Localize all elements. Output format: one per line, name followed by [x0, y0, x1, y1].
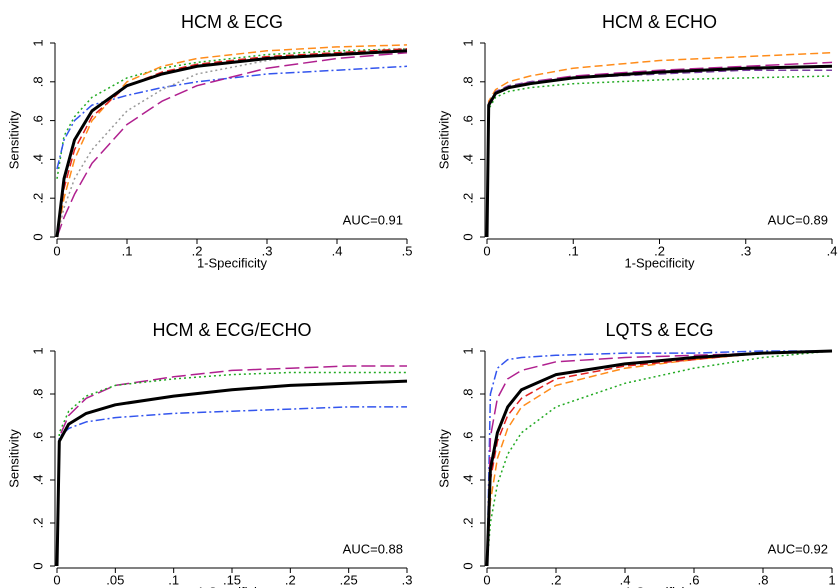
roc-curve: [56, 371, 407, 567]
y-tick-label: 0: [30, 233, 45, 240]
y-tick-label: .2: [460, 193, 475, 204]
roc-curve: [56, 65, 408, 170]
y-tick-label: .4: [460, 475, 475, 486]
y-tick-label: .2: [460, 518, 475, 529]
x-tick-label: .5: [402, 243, 413, 258]
chart-title: HCM & ECG/ECHO: [152, 320, 311, 340]
x-axis-label: 1-Specificity: [624, 584, 695, 588]
y-tick-label: .6: [30, 115, 45, 126]
roc-curve: [485, 64, 833, 238]
roc-curve: [56, 44, 408, 238]
y-tick-label: .8: [460, 389, 475, 400]
annotation: AUC=0.88: [343, 541, 403, 556]
y-tick-label: .8: [30, 389, 45, 400]
chart-title: LQTS & ECG: [605, 320, 713, 340]
x-tick-label: .25: [340, 572, 358, 587]
y-axis-label: Sensitivity: [6, 110, 21, 169]
chart-title: HCM & ECG: [181, 12, 283, 32]
y-tick-label: .2: [30, 193, 45, 204]
roc-curve: [56, 48, 408, 238]
y-tick-label: 1: [30, 347, 45, 354]
x-tick-label: .2: [551, 572, 562, 587]
y-tick-label: .6: [460, 115, 475, 126]
roc-curve: [485, 349, 833, 567]
y-axis-label: Sensitivity: [436, 429, 451, 488]
x-axis-label: 1-Specificity: [624, 255, 695, 270]
chart-title: HCM & ECHO: [602, 12, 717, 32]
annotation: AUC=0.89: [768, 212, 828, 227]
roc-curve: [56, 406, 407, 567]
x-tick-label: .3: [402, 572, 413, 587]
roc-curve: [55, 49, 408, 238]
y-tick-label: 1: [460, 347, 475, 354]
y-tick-label: .4: [30, 475, 45, 486]
x-tick-label: .1: [568, 243, 579, 258]
x-tick-label: .3: [740, 243, 751, 258]
x-tick-label: .6: [689, 572, 700, 587]
y-tick-label: .6: [30, 432, 45, 443]
x-tick-label: 0: [483, 243, 490, 258]
y-tick-label: .4: [460, 154, 475, 165]
x-tick-label: .4: [827, 243, 838, 258]
annotation: AUC=0.91: [343, 212, 403, 227]
y-tick-label: 1: [460, 39, 475, 46]
y-tick-label: .8: [460, 76, 475, 87]
annotation: AUC=0.92: [768, 541, 828, 556]
roc-curve: [486, 51, 833, 238]
y-axis-label: Sensitivity: [436, 110, 451, 169]
x-axis-label: 1-Specificity: [197, 255, 268, 270]
y-tick-label: .8: [30, 76, 45, 87]
x-tick-label: 1: [828, 572, 835, 587]
y-tick-label: 0: [460, 562, 475, 569]
y-tick-label: 0: [30, 562, 45, 569]
x-tick-label: 0: [483, 572, 490, 587]
x-tick-label: 0: [53, 243, 60, 258]
y-tick-label: 0: [460, 233, 475, 240]
x-tick-label: .2: [192, 243, 203, 258]
x-tick-label: .4: [620, 572, 631, 587]
x-tick-label: .15: [223, 572, 241, 587]
roc-curve: [486, 350, 833, 567]
roc-curve: [56, 365, 407, 567]
x-tick-label: .3: [262, 243, 273, 258]
roc-curve: [486, 61, 833, 238]
roc-curve: [56, 51, 408, 238]
x-tick-label: 0: [53, 572, 60, 587]
x-axis-label: 1-Specificity: [197, 584, 268, 588]
x-tick-label: .4: [332, 243, 343, 258]
x-tick-label: .2: [654, 243, 665, 258]
y-tick-label: .2: [30, 518, 45, 529]
y-tick-label: .6: [460, 432, 475, 443]
y-tick-label: 1: [30, 39, 45, 46]
y-axis-label: Sensitivity: [6, 429, 21, 488]
roc-curve: [56, 48, 408, 179]
x-tick-label: .8: [758, 572, 769, 587]
roc-curve: [486, 350, 832, 567]
roc-curve: [55, 379, 408, 567]
roc-curve: [486, 350, 833, 567]
x-tick-label: .2: [285, 572, 296, 587]
y-tick-label: .4: [30, 154, 45, 165]
x-tick-label: .05: [106, 572, 124, 587]
x-tick-label: .1: [122, 243, 133, 258]
x-tick-label: .1: [168, 572, 179, 587]
